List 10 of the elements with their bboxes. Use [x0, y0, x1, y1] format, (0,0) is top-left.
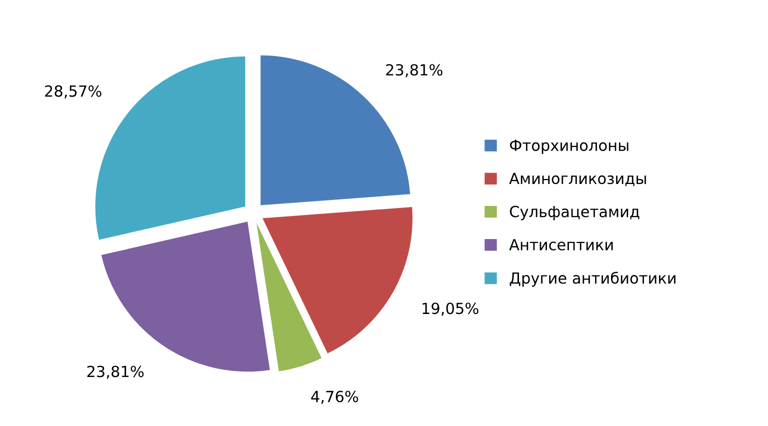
legend-label: Антисептики	[509, 239, 613, 250]
data-label: 23,81%	[386, 64, 442, 78]
data-label: 19,05%	[422, 302, 478, 316]
legend-label: Сульфацетамид	[510, 206, 640, 220]
data-label: 4,76%	[311, 390, 358, 404]
legend-label: Аминогликозиды	[509, 172, 646, 186]
legend-label: Фторхинолоны	[510, 140, 628, 154]
legend-label: Другие антибиотики	[510, 272, 676, 287]
data-label: 23,81%	[87, 366, 144, 379]
data-label: 28,57%	[45, 85, 102, 98]
